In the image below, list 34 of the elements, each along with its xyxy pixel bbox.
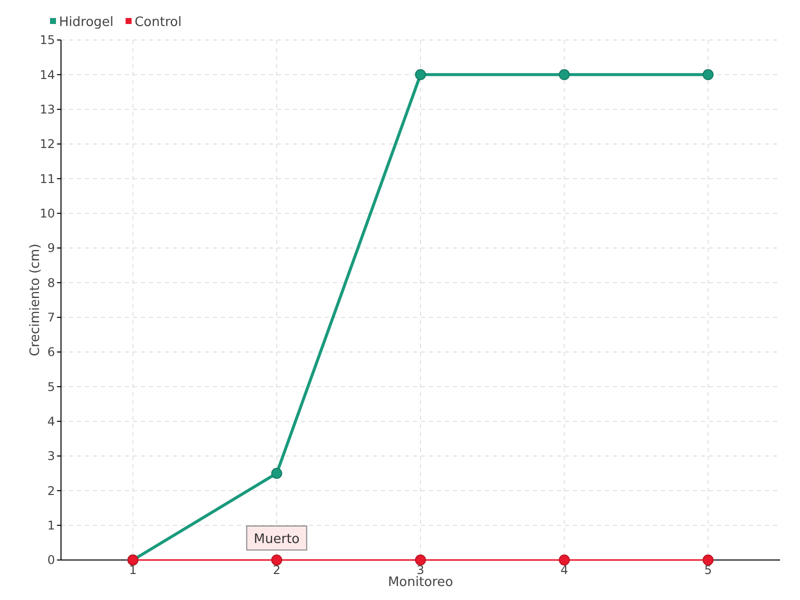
y-tick-label: 0 <box>47 553 55 568</box>
point <box>271 468 282 479</box>
y-tick-label: 15 <box>40 33 55 48</box>
y-tick-label: 13 <box>40 102 55 117</box>
point <box>415 554 426 566</box>
y-tick-label: 2 <box>47 484 55 498</box>
y-tick-label: 11 <box>40 172 55 186</box>
point <box>415 69 426 80</box>
y-tick-label: 5 <box>47 380 55 394</box>
point <box>558 69 570 80</box>
x-tick-label: 3 <box>416 563 424 577</box>
x-tick-label: 4 <box>560 563 568 577</box>
y-tick-label: 6 <box>47 345 55 360</box>
y-tick-label: 9 <box>47 241 55 256</box>
x-tick-label: 2 <box>272 563 281 577</box>
y-axis-title: Crecimiento (cm) <box>28 244 43 356</box>
x-axis-title: Monitoreo <box>388 575 454 590</box>
y-tick-label: 4 <box>47 414 55 429</box>
point <box>271 554 282 566</box>
y-tick-label: 1 <box>47 518 55 533</box>
y-tick-label: 7 <box>47 310 55 325</box>
point <box>702 554 714 566</box>
y-tick-label: 14 <box>40 68 55 82</box>
y-tick-label: 8 <box>47 276 55 290</box>
x-tick-label: 5 <box>704 563 712 577</box>
legend-label: Hidrogel <box>59 15 114 30</box>
point <box>558 554 570 566</box>
y-tick-label: 3 <box>47 449 55 464</box>
y-tick-label: 12 <box>40 137 55 152</box>
point <box>702 69 714 80</box>
x-tick-label: 1 <box>129 563 137 577</box>
annotation: Muerto <box>254 532 300 547</box>
legend-label: Control <box>134 15 182 30</box>
y-tick-label: 10 <box>40 206 55 221</box>
